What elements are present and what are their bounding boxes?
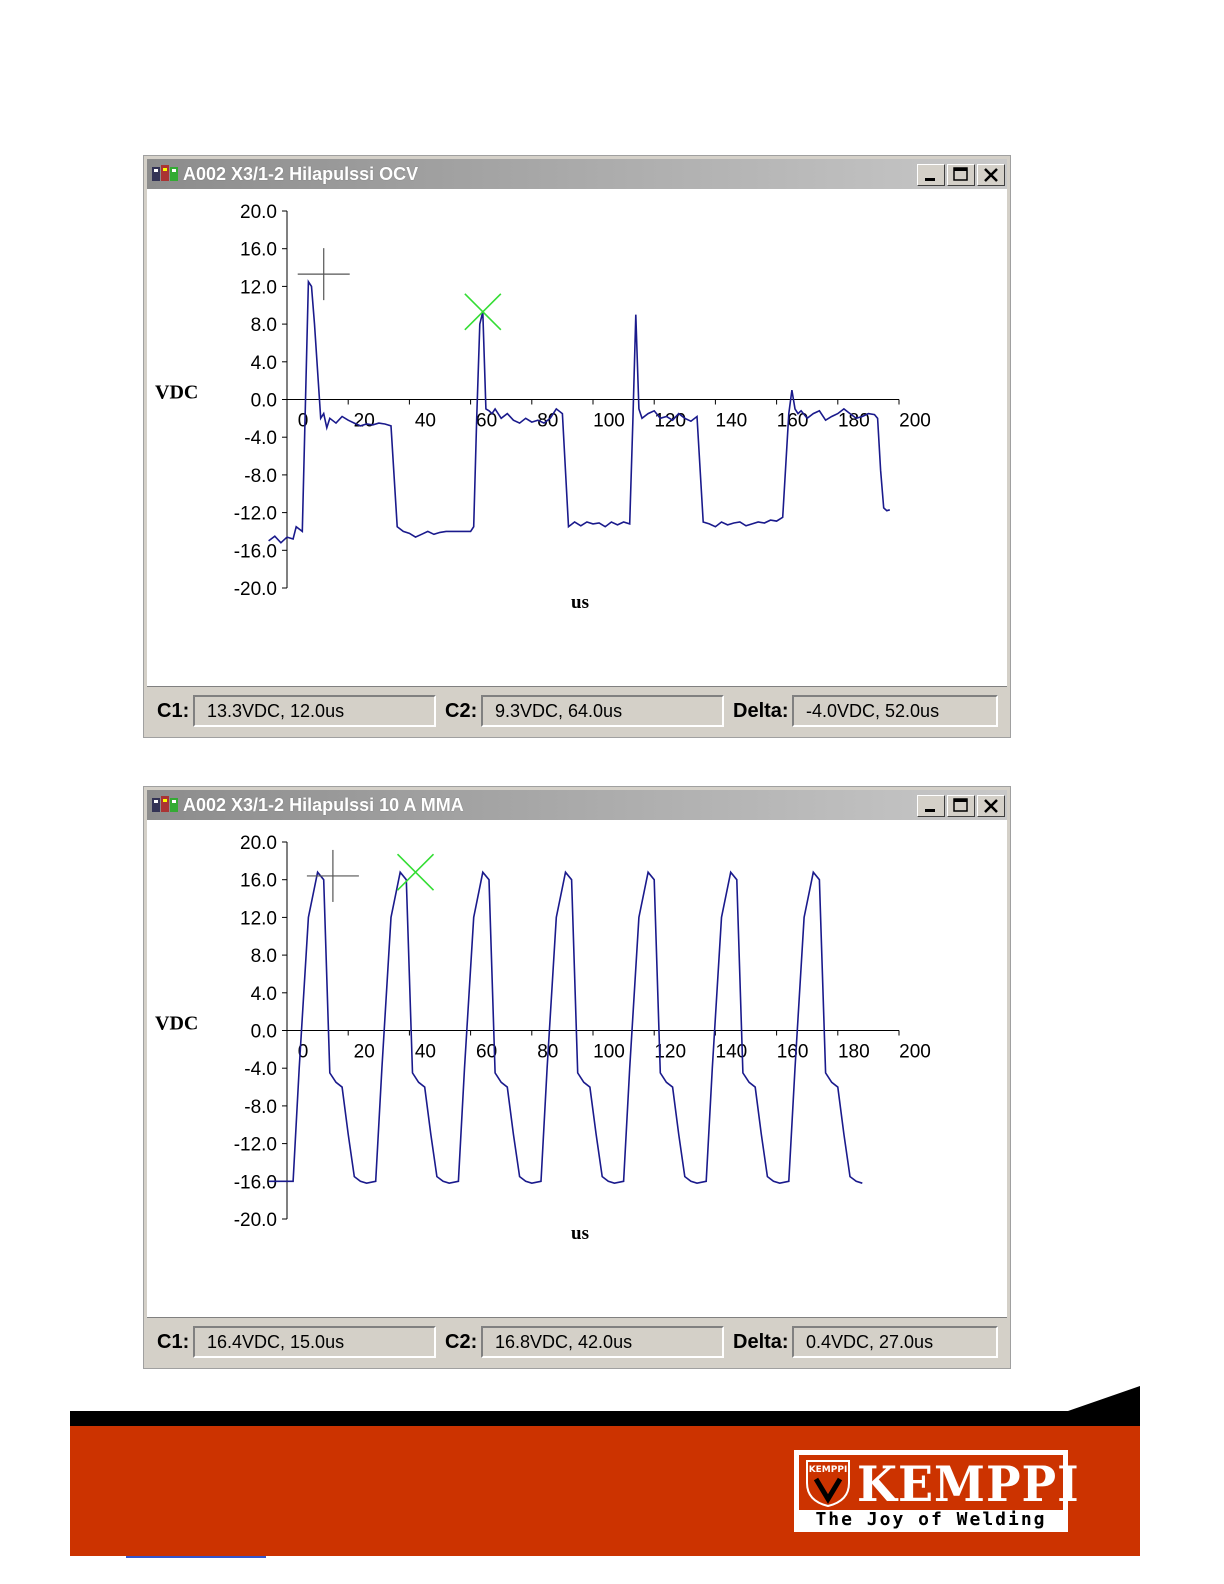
waveform-series [268, 279, 891, 544]
y-tick-label: 0.0 [251, 1022, 277, 1043]
x-tick-label: 200 [899, 1042, 931, 1063]
close-icon [984, 168, 998, 182]
cursor-status-bar: C1: 16.4VDC, 15.0us C2: 16.8VDC, 42.0us … [147, 1319, 1007, 1365]
waveform-series [268, 870, 863, 1185]
x-tick-label: 40 [415, 411, 436, 432]
y-tick-label: -12.0 [234, 1135, 277, 1156]
y-tick-label: 16.0 [240, 871, 277, 892]
title-bar[interactable]: A002 X3/1-2 Hilapulssi OCV [147, 159, 1007, 189]
y-tick-label: 12.0 [240, 277, 277, 298]
c2-readout: 9.3VDC, 64.0us [481, 695, 724, 727]
y-tick-label: 4.0 [251, 984, 277, 1005]
x-tick-label: 100 [593, 411, 625, 432]
ocv-chart[interactable]: 20.0 16.0 12.0 8.0 4.0 0.0 -4.0 -8.0 -12.0 -16.0 -… [147, 189, 1007, 686]
c2-readout: 16.8VDC, 42.0us [481, 1326, 724, 1358]
c1-readout: 13.3VDC, 12.0us [193, 695, 436, 727]
scope-window-ocv: A002 X3/1-2 Hilapulssi OCV 20.0 16.0 12.0 8… [143, 155, 1011, 738]
cursor-1-marker[interactable] [297, 248, 350, 301]
y-tick-label: 4.0 [251, 353, 277, 374]
x-tick-label: 180 [838, 1042, 870, 1063]
y-tick-label: 12.0 [240, 908, 277, 929]
x-tick-label: 20 [354, 411, 375, 432]
y-tick-label: 16.0 [240, 240, 277, 261]
c1-readout: 16.4VDC, 15.0us [193, 1326, 436, 1358]
footer-link-line [126, 1556, 266, 1558]
y-tick-label: -4.0 [244, 1059, 277, 1080]
x-tick-label: 100 [593, 1042, 625, 1063]
x-tick-label: 120 [654, 1042, 686, 1063]
x-axis-label: us [571, 1223, 589, 1244]
logo-tagline: The Joy of Welding [799, 1510, 1063, 1530]
maximize-icon [953, 167, 968, 181]
minimize-icon [925, 178, 935, 181]
y-tick-label: -4.0 [244, 428, 277, 449]
x-tick-label: 180 [838, 411, 870, 432]
app-icon [152, 796, 178, 812]
minimize-icon [925, 809, 935, 812]
x-tick-label: 60 [476, 411, 497, 432]
cursor-1-marker[interactable] [306, 849, 359, 902]
window-title: A002 X3/1-2 Hilapulssi 10 A MMA [183, 795, 464, 815]
cursor-2-marker[interactable] [464, 293, 502, 331]
delta-readout: 0.4VDC, 27.0us [792, 1326, 998, 1358]
x-tick-label: 40 [415, 1042, 436, 1063]
y-tick-label: -20.0 [234, 579, 277, 600]
window-title: A002 X3/1-2 Hilapulssi OCV [183, 164, 419, 184]
y-tick-label: 20.0 [240, 833, 277, 854]
x-tick-label: 20 [354, 1042, 375, 1063]
kemppi-logo: KEMPPI KEMPPI The Joy of Welding [794, 1450, 1079, 1532]
delta-label: Delta: [733, 1331, 789, 1353]
y-tick-label: -8.0 [244, 1097, 277, 1118]
x-tick-label: 60 [476, 1042, 497, 1063]
x-tick-label: 160 [777, 411, 809, 432]
close-button[interactable] [977, 795, 1005, 817]
c2-label: C2: [445, 700, 478, 722]
x-tick-label: 0 [298, 1042, 309, 1063]
delta-label: Delta: [733, 700, 789, 722]
minimize-button[interactable] [917, 795, 945, 817]
mma-chart[interactable]: 20.0 16.0 12.0 8.0 4.0 0.0 -4.0 -8.0 -12.0 -16.0 -… [147, 820, 1007, 1317]
plot-area[interactable]: 20.0 16.0 12.0 8.0 4.0 0.0 -4.0 -8.0 -12.0 -16.0 -… [147, 820, 1007, 1318]
x-tick-label: 200 [899, 411, 931, 432]
y-axis-label: VDC [155, 1013, 198, 1035]
x-tick-label: 160 [777, 1042, 809, 1063]
logo-wordmark: KEMPPI [857, 1455, 1080, 1513]
y-tick-label: -12.0 [234, 504, 277, 525]
y-tick-label: 8.0 [251, 315, 277, 336]
x-tick-label: 140 [716, 411, 748, 432]
y-tick-label: -16.0 [234, 1172, 277, 1193]
app-icon [152, 165, 178, 181]
y-tick-label: 20.0 [240, 202, 277, 223]
shield-icon: KEMPPI [806, 1460, 850, 1507]
x-axis-label: us [571, 592, 589, 613]
x-tick-label: 0 [298, 411, 309, 432]
scope-window-mma: A002 X3/1-2 Hilapulssi 10 A MMA 20.0 16.0… [143, 786, 1011, 1369]
y-tick-label: 0.0 [251, 391, 277, 412]
cursor-2-marker[interactable] [396, 853, 435, 891]
y-tick-label: -8.0 [244, 466, 277, 487]
close-icon [984, 799, 998, 813]
y-tick-label: -20.0 [234, 1210, 277, 1231]
c2-label: C2: [445, 1331, 478, 1353]
maximize-button[interactable] [947, 795, 975, 817]
close-button[interactable] [977, 164, 1005, 186]
cursor-status-bar: C1: 13.3VDC, 12.0us C2: 9.3VDC, 64.0us D… [147, 688, 1007, 734]
x-tick-label: 120 [654, 411, 686, 432]
c1-label: C1: [157, 1331, 190, 1353]
y-tick-label: -16.0 [234, 541, 277, 562]
y-axis-label: VDC [155, 382, 198, 404]
y-tick-label: 8.0 [251, 946, 277, 967]
c1-label: C1: [157, 700, 190, 722]
minimize-button[interactable] [917, 164, 945, 186]
maximize-button[interactable] [947, 164, 975, 186]
footer-stripe [70, 1411, 1070, 1426]
maximize-icon [953, 798, 968, 812]
x-tick-label: 140 [716, 1042, 748, 1063]
title-bar[interactable]: A002 X3/1-2 Hilapulssi 10 A MMA [147, 790, 1007, 820]
delta-readout: -4.0VDC, 52.0us [792, 695, 998, 727]
shield-text: KEMPPI [809, 1465, 848, 1475]
plot-area[interactable]: 20.0 16.0 12.0 8.0 4.0 0.0 -4.0 -8.0 -12.0 -16.0 -… [147, 189, 1007, 687]
